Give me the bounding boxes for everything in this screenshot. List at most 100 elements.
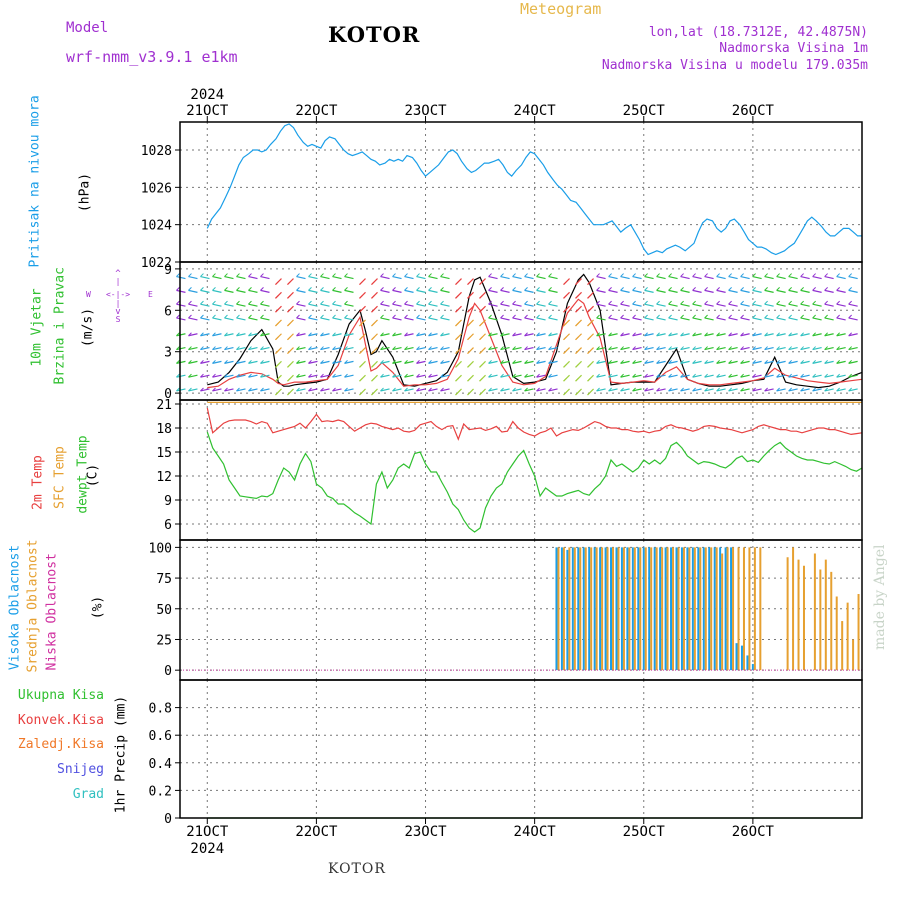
wind-vector-head [260,346,264,350]
wind-vector [236,360,246,364]
wind-vector-head [608,314,612,319]
wind-vector-head [344,387,348,392]
wind-vector [212,289,222,293]
wind-vector-head [680,346,684,350]
wind-vector-head [440,387,444,392]
wind-vector [824,388,834,392]
wind-vector [776,374,786,378]
wind-vector-head [596,332,600,337]
wind-vector-head [320,314,324,319]
y-tick-label: 0.4 [149,757,173,772]
wind-vector [500,388,510,392]
wind-vector-head [176,373,180,378]
wind-vector-head [680,273,684,277]
wind-vector [524,275,534,280]
y-tick-label: 0.8 [149,702,172,717]
wind-vector-head [680,360,684,364]
wind-vector-head [752,314,756,319]
wind-vector-head [656,314,660,319]
wind-vector [392,275,402,280]
wind-vector [596,289,606,293]
x-tick-label-bottom: 23OCT [404,824,447,840]
wind-vector [716,289,726,293]
wind-vector-head [764,273,768,277]
wind-vector [728,374,738,378]
wind-vector [776,346,786,351]
wind-vector-head [224,346,228,350]
wind-vector-head [236,346,240,350]
wind-vector-head [371,350,375,354]
wind-vector-head [848,373,852,378]
wind-vector-head [260,287,264,291]
wind-vector [524,388,534,392]
wind-vector [512,346,522,351]
wind-vector-head [788,314,792,319]
wind-vector [788,275,798,280]
wind-vector-head [680,300,684,305]
wind-vector-head [200,373,204,378]
wind-vector [668,388,678,392]
wind-vector [728,303,738,307]
wind-vector [704,275,714,280]
wind-vector-head [479,391,483,396]
wind-vector [800,374,810,378]
wind-vector-head [656,373,660,378]
wind-vector-head [359,364,363,368]
wind-vector-head [656,300,660,305]
wind-vector [692,333,702,337]
wind-vector [176,360,186,364]
wind-vector [512,333,522,337]
wind-vector [200,374,210,378]
wind-vector-head [548,332,552,337]
wind-vector-head [371,336,375,341]
wind-vector-head [416,360,420,364]
wind-vector-head [587,336,591,341]
wind-vector [260,388,270,392]
wind-vector [308,275,318,280]
wind-vector-head [380,387,384,392]
wind-vector-head [548,373,552,378]
wind-vector-head [344,300,348,305]
wind-vector [248,388,258,392]
wind-vector-head [467,350,471,354]
wind-vector [644,303,654,307]
wind-vector-head [188,360,192,364]
wind-vector-head [467,308,471,313]
wind-vector [440,346,450,351]
wind-vector [764,317,774,321]
wind-vector [812,374,822,378]
wind-vector [836,333,846,337]
wind-vector-head [824,300,828,305]
wind-vector [764,346,774,351]
wind-vector [380,333,390,337]
wind-vector-head [788,287,792,291]
wind-vector [548,374,558,378]
wind-vector-head [392,346,396,350]
wind-vector [308,374,318,378]
wind-vector-head [359,391,363,396]
precip-label-total: Ukupna Kisa [17,688,104,703]
wind-vector-head [488,360,492,364]
wind-vector [176,374,186,378]
wind-vector-head [296,273,300,277]
wind-vector [836,374,846,378]
wind-vector [296,388,306,392]
wind-vector [332,346,342,351]
wind-vector-head [176,273,180,277]
wind-vector [752,360,762,364]
wind-vector [536,289,546,293]
wind-vector-head [644,332,648,337]
wind-vector-head [848,287,852,291]
wind-vector-head [428,360,432,364]
wind-vector-head [596,300,600,305]
wind-vector-head [467,336,471,341]
credit-label: made by Angel [872,544,888,651]
wind-vector [512,388,522,392]
wind-vector [332,374,342,378]
wind-vector-head [608,332,612,337]
wind-vector [536,360,546,364]
wind-vector-head [296,387,300,392]
wind-vector-head [392,373,396,378]
wind-vector-head [692,373,696,378]
wind-vector-head [275,336,279,341]
